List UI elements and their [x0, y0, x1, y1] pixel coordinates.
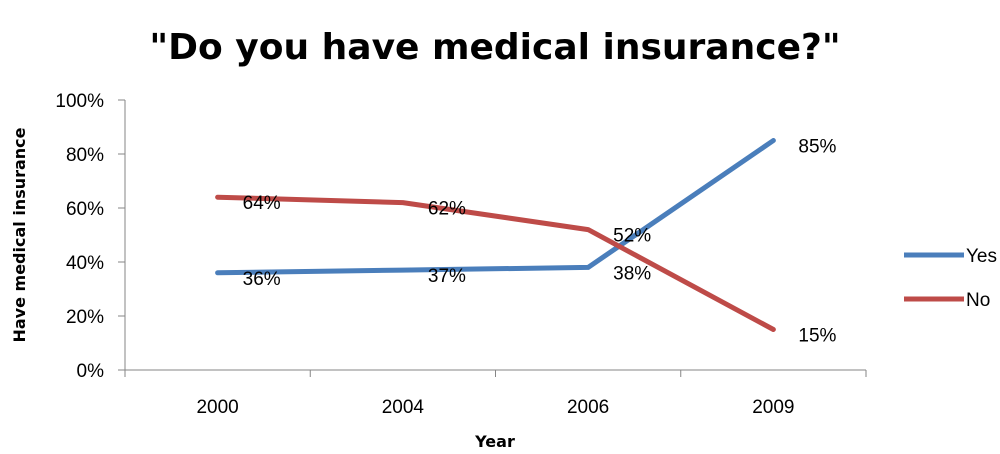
data-label: 85%	[798, 137, 836, 158]
x-tick-label: 2004	[382, 397, 425, 418]
y-tick-label: 20%	[66, 307, 104, 328]
data-label: 62%	[428, 199, 466, 220]
series-line-yes	[215, 138, 776, 276]
axes	[124, 100, 866, 371]
y-tick-label: 80%	[66, 145, 104, 166]
data-label: 37%	[428, 266, 466, 287]
x-tick-label: 2009	[752, 397, 794, 418]
x-axis-title: Year	[474, 432, 515, 451]
y-tick-label: 100%	[55, 91, 104, 112]
series-line-no	[215, 194, 776, 332]
legend-label-yes: Yes	[966, 246, 997, 267]
data-label: 64%	[243, 193, 281, 214]
y-tick-label: 40%	[66, 253, 104, 274]
data-label: 36%	[243, 269, 281, 290]
y-tick-label: 0%	[77, 361, 105, 382]
y-tick-label: 60%	[66, 199, 104, 220]
y-ticks: 0% 20% 40% 60% 80% 100%	[55, 91, 125, 382]
chart-title: "Do you have medical insurance?"	[149, 27, 840, 68]
data-labels: 36% 37% 38% 85% 64% 62% 52% 15%	[243, 137, 837, 347]
y-axis-title: Have medical insurance	[10, 127, 29, 342]
data-label: 52%	[613, 226, 651, 247]
x-ticks: 2000 2004 2006 2009	[124, 370, 867, 418]
data-label: 15%	[798, 326, 836, 347]
legend-label-no: No	[966, 290, 990, 311]
legend: Yes No	[904, 246, 997, 311]
series-lines	[215, 138, 776, 332]
x-tick-label: 2000	[196, 397, 238, 418]
x-tick-label: 2006	[567, 397, 609, 418]
data-label: 38%	[613, 263, 651, 284]
